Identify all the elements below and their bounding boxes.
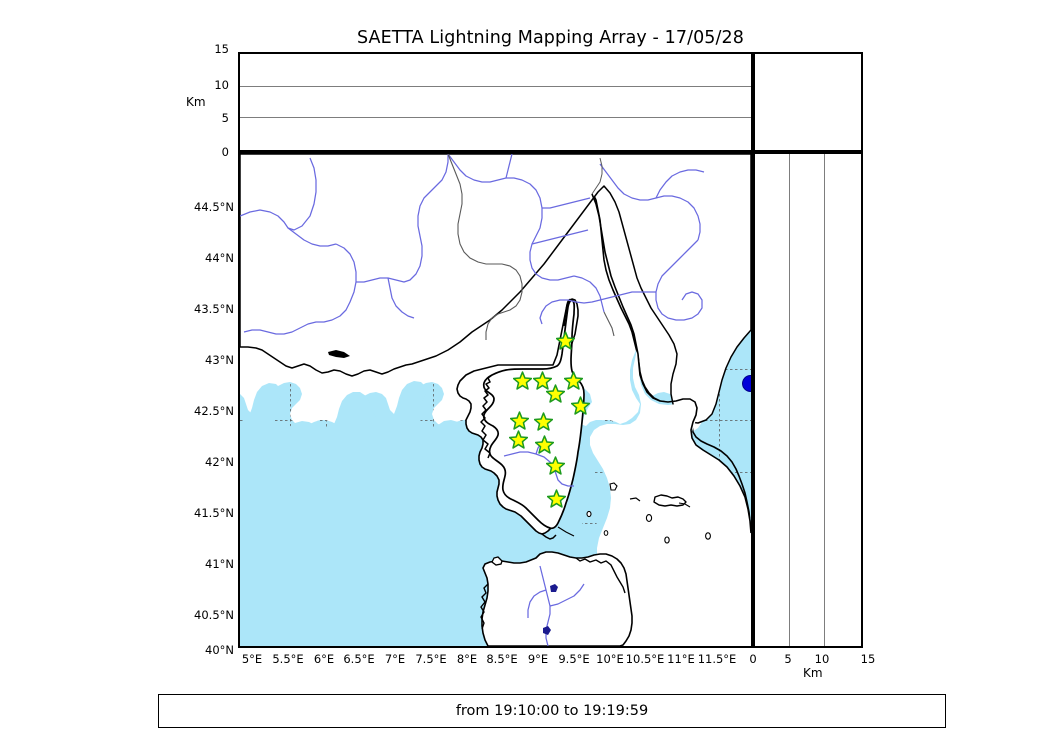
- panel-altitude-vs-longitude[interactable]: [238, 52, 753, 152]
- gridline-alt-5: [240, 117, 751, 119]
- gridline-km-5: [789, 154, 791, 646]
- ytick-lat-42: 42°N: [205, 455, 234, 469]
- circle-icon: [742, 374, 751, 392]
- star-icon: [534, 434, 555, 454]
- ytick-lat-43.5: 43.5°N: [194, 302, 234, 316]
- xtick-lon-6: 6°E: [313, 652, 335, 666]
- ytick-top-0: 0: [221, 145, 229, 159]
- star-icon: [546, 456, 566, 475]
- gridline-alt-10: [240, 85, 751, 87]
- star-icon: [509, 429, 529, 449]
- xtick-lon-9: 9°E: [527, 652, 549, 666]
- axis-label-km-horizontal: Km: [803, 666, 823, 680]
- ytick-lat-43: 43°N: [205, 353, 234, 367]
- ytick-lat-42.5: 42.5°N: [194, 404, 234, 418]
- star-icon: [571, 396, 591, 415]
- gridline-lon-11.5: [719, 154, 720, 646]
- gridline-lon-5.5: [290, 154, 291, 646]
- xtick-lon-6.5: 6.5°E: [343, 652, 375, 666]
- xtick-lon-9.5: 9.5°E: [558, 652, 590, 666]
- xtick-km-15: 15: [860, 652, 876, 666]
- ytick-top-15: 15: [214, 41, 229, 56]
- panel-altitude-histogram[interactable]: [753, 52, 863, 152]
- ytick-lat-41.5: 41.5°N: [194, 506, 234, 520]
- xtick-lon-8.5: 8.5°E: [486, 652, 518, 666]
- xtick-lon-7.5: 7.5°E: [415, 652, 447, 666]
- xtick-lon-11: 11°E: [667, 652, 695, 666]
- time-range-text: from 19:10:00 to 19:19:59: [455, 703, 649, 719]
- xtick-km-5: 5: [784, 652, 792, 666]
- xtick-lon-5: 5°E: [241, 652, 263, 666]
- geography-layer: [240, 154, 751, 646]
- ytick-lat-40.5: 40.5°N: [194, 608, 234, 622]
- ytick-lat-40: 40°N: [205, 643, 234, 657]
- star-icon: [534, 412, 554, 432]
- star-icon: [546, 489, 567, 509]
- xtick-lon-11.5: 11.5°E: [697, 652, 737, 666]
- axis-label-km-vertical: Km: [186, 95, 206, 109]
- xtick-km-10: 10: [814, 652, 830, 666]
- star-icon: [545, 384, 565, 403]
- xtick-lon-8: 8°E: [456, 652, 478, 666]
- ytick-lat-44: 44°N: [205, 251, 234, 265]
- xtick-lon-10.5: 10.5°E: [625, 652, 665, 666]
- panel-map[interactable]: [238, 152, 753, 648]
- star-icon: [512, 370, 532, 390]
- panel-altitude-vs-latitude[interactable]: [753, 152, 863, 648]
- xtick-lon-10: 10°E: [596, 652, 624, 666]
- ytick-lat-44.5: 44.5°N: [194, 200, 234, 214]
- xtick-km-0: 0: [749, 652, 757, 666]
- ytick-top-10: 10: [214, 77, 229, 92]
- xtick-lon-7: 7°E: [384, 652, 406, 666]
- status-bar[interactable]: from 19:10:00 to 19:19:59: [158, 694, 946, 728]
- star-icon: [555, 331, 575, 350]
- page-title: SAETTA Lightning Mapping Array - 17/05/2…: [356, 28, 745, 48]
- gridline-lon-7.5: [433, 154, 434, 646]
- star-icon: [509, 411, 530, 431]
- star-icon: [532, 370, 552, 390]
- ytick-lat-41: 41°N: [205, 557, 234, 571]
- ytick-top-5: 5: [221, 111, 229, 125]
- star-icon: [564, 370, 584, 390]
- gridline-km-10: [824, 154, 826, 646]
- xtick-lon-5.5: 5.5°E: [272, 652, 304, 666]
